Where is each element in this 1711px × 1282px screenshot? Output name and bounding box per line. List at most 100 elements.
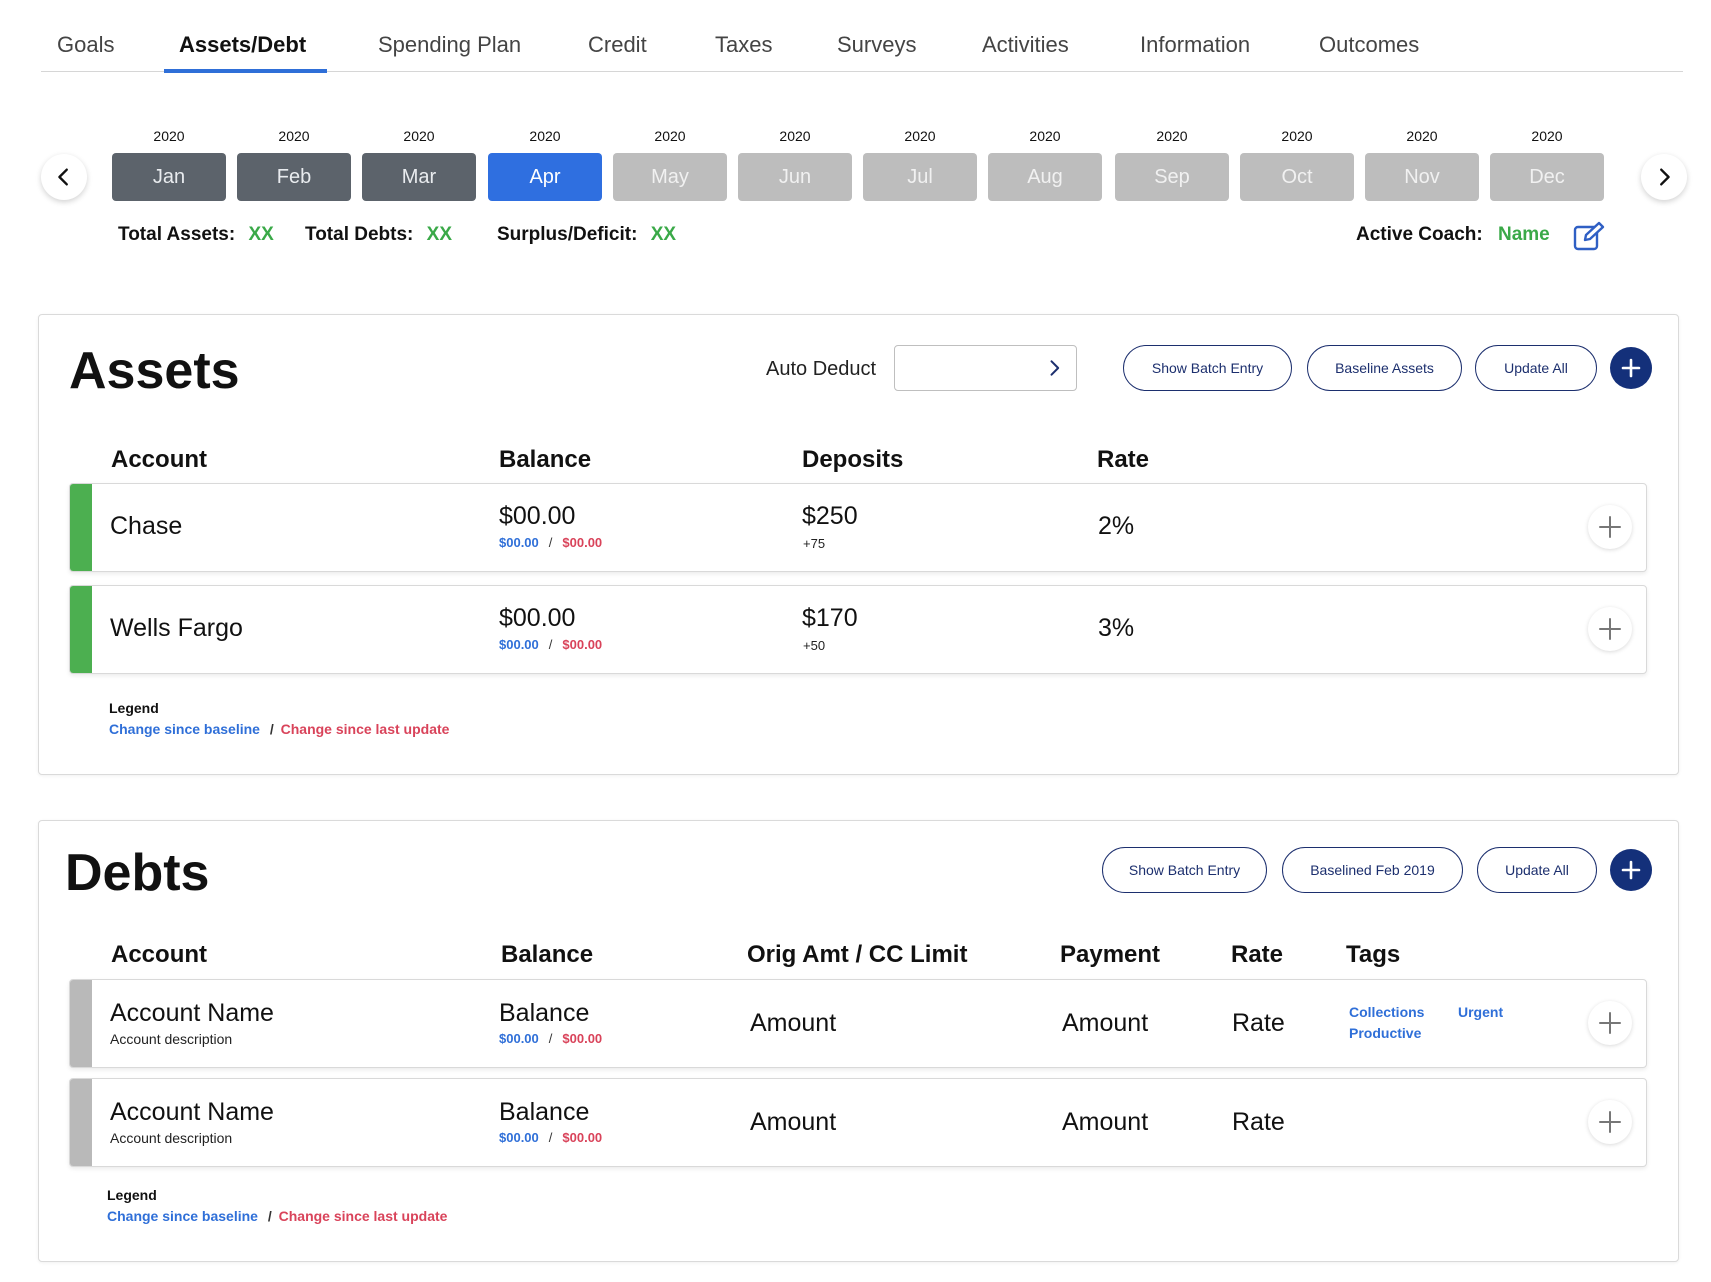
tag-collections[interactable]: Collections bbox=[1349, 1004, 1425, 1020]
show-batch-entry-button[interactable]: Show Batch Entry bbox=[1102, 847, 1267, 893]
month-button-jun[interactable]: Jun bbox=[738, 153, 852, 201]
debt-row[interactable]: Account Name Account description Balance… bbox=[69, 1078, 1647, 1167]
month-apr: 2020 Apr bbox=[488, 128, 602, 201]
month-oct: 2020 Oct bbox=[1240, 128, 1354, 201]
balance-value: Balance bbox=[499, 999, 590, 1027]
active-coach-name: Name bbox=[1497, 224, 1550, 245]
month-button-may[interactable]: May bbox=[613, 153, 727, 201]
month-sep: 2020 Sep bbox=[1115, 128, 1229, 201]
add-asset-button[interactable] bbox=[1610, 347, 1652, 389]
active-tab-indicator bbox=[164, 69, 327, 73]
legend-title: Legend bbox=[107, 1187, 157, 1203]
change-since-baseline: $00.00 bbox=[499, 1130, 539, 1145]
column-header-orig-amount: Orig Amt / CC Limit bbox=[747, 941, 968, 968]
expand-row-button[interactable] bbox=[1588, 607, 1632, 651]
active-coach-label: Active Coach: bbox=[1356, 224, 1483, 245]
total-assets-label: Total Assets: bbox=[118, 224, 236, 245]
row-status-bar bbox=[70, 586, 92, 673]
tab-surveys[interactable]: Surveys bbox=[837, 32, 917, 57]
tag-productive[interactable]: Productive bbox=[1349, 1025, 1422, 1041]
tab-taxes[interactable]: Taxes bbox=[715, 32, 773, 57]
account-name: Chase bbox=[110, 512, 183, 540]
change-since-baseline: $00.00 bbox=[499, 637, 539, 652]
debts-title: Debts bbox=[65, 844, 210, 902]
month-year-label: 2020 bbox=[278, 128, 310, 144]
month-button-jan[interactable]: Jan bbox=[112, 153, 226, 201]
baselined-date-button[interactable]: Baselined Feb 2019 bbox=[1282, 847, 1463, 893]
deposits-value: $170 bbox=[802, 604, 858, 632]
month-year-label: 2020 bbox=[403, 128, 435, 144]
month-feb: 2020 Feb bbox=[237, 128, 351, 201]
month-button-dec[interactable]: Dec bbox=[1490, 153, 1604, 201]
legend: Change since baseline / Change since las… bbox=[107, 1208, 447, 1224]
asset-row[interactable]: Chase $00.00 $00.00 / $00.00 $250 +75 2% bbox=[69, 483, 1647, 572]
change-separator: / bbox=[548, 1130, 553, 1145]
chevron-right-icon bbox=[1660, 168, 1670, 186]
balance-changes: $00.00 / $00.00 bbox=[499, 1031, 602, 1046]
month-year-label: 2020 bbox=[1531, 128, 1563, 144]
tab-goals[interactable]: Goals bbox=[57, 32, 115, 57]
change-since-last-update: $00.00 bbox=[562, 637, 603, 652]
orig-amount-value: Amount bbox=[750, 1009, 837, 1037]
tab-information[interactable]: Information bbox=[1140, 32, 1251, 57]
rate-value: Rate bbox=[1232, 1009, 1285, 1037]
balance-value: Balance bbox=[499, 1098, 590, 1126]
asset-row[interactable]: Wells Fargo $00.00 $00.00 / $00.00 $170 +5… bbox=[69, 585, 1647, 674]
debts-panel: Debts Show Batch Entry Baselined Feb 201… bbox=[38, 820, 1679, 1262]
month-may: 2020 May bbox=[613, 128, 727, 201]
month-button-sep[interactable]: Sep bbox=[1115, 153, 1229, 201]
column-header-rate: Rate bbox=[1097, 446, 1150, 473]
change-separator: / bbox=[548, 535, 553, 550]
account-name: Account Name bbox=[110, 1098, 274, 1126]
expand-row-button[interactable] bbox=[1588, 1100, 1632, 1144]
month-button-jul[interactable]: Jul bbox=[863, 153, 977, 201]
account-description: Account description bbox=[110, 1031, 233, 1047]
month-year-label: 2020 bbox=[1156, 128, 1188, 144]
plus-icon bbox=[1621, 860, 1641, 880]
top-tab-bar: Goals Assets/Debt Spending Plan Credit T… bbox=[41, 20, 1683, 73]
total-assets-summary: Total Assets: XX bbox=[118, 224, 274, 246]
month-button-feb[interactable]: Feb bbox=[237, 153, 351, 201]
total-debts-summary: Total Debts: XX bbox=[305, 224, 452, 246]
edit-coach-icon[interactable] bbox=[1573, 221, 1605, 251]
expand-row-button[interactable] bbox=[1588, 505, 1632, 549]
tab-activities[interactable]: Activities bbox=[982, 32, 1069, 57]
account-name: Wells Fargo bbox=[110, 614, 243, 642]
month-button-mar[interactable]: Mar bbox=[362, 153, 476, 201]
row-status-bar bbox=[70, 980, 92, 1067]
month-button-apr[interactable]: Apr bbox=[488, 153, 602, 201]
change-separator: / bbox=[548, 1031, 553, 1046]
assets-panel: Assets Auto Deduct Show Batch Entry Base… bbox=[38, 314, 1679, 775]
legend-last-update: Change since last update bbox=[278, 1208, 448, 1224]
baseline-assets-button[interactable]: Baseline Assets bbox=[1307, 345, 1462, 391]
tab-credit[interactable]: Credit bbox=[588, 32, 647, 57]
add-debt-button[interactable] bbox=[1610, 849, 1652, 891]
orig-amount-value: Amount bbox=[750, 1108, 837, 1136]
month-button-oct[interactable]: Oct bbox=[1240, 153, 1354, 201]
row-status-bar bbox=[70, 484, 92, 571]
month-year-label: 2020 bbox=[529, 128, 561, 144]
tab-spending-plan[interactable]: Spending Plan bbox=[378, 32, 522, 57]
column-header-rate: Rate bbox=[1231, 941, 1284, 968]
debt-row[interactable]: Account Name Account description Balance… bbox=[69, 979, 1647, 1068]
legend: Change since baseline / Change since las… bbox=[109, 721, 449, 737]
deposits-change: +50 bbox=[803, 638, 826, 653]
month-button-aug[interactable]: Aug bbox=[988, 153, 1102, 201]
update-all-button[interactable]: Update All bbox=[1475, 345, 1597, 391]
previous-year-button[interactable] bbox=[41, 154, 87, 200]
tab-assets-debt[interactable]: Assets/Debt bbox=[179, 32, 307, 57]
column-header-account: Account bbox=[111, 446, 207, 473]
column-header-tags: Tags bbox=[1346, 941, 1401, 968]
next-year-button[interactable] bbox=[1641, 154, 1687, 200]
total-debts-value: XX bbox=[426, 224, 453, 245]
tab-outcomes[interactable]: Outcomes bbox=[1319, 32, 1420, 57]
change-separator: / bbox=[548, 637, 553, 652]
auto-deduct-select[interactable] bbox=[894, 345, 1077, 391]
column-header-balance: Balance bbox=[499, 446, 592, 473]
expand-row-button[interactable] bbox=[1588, 1001, 1632, 1045]
month-button-nov[interactable]: Nov bbox=[1365, 153, 1479, 201]
update-all-button[interactable]: Update All bbox=[1477, 847, 1597, 893]
tag-urgent[interactable]: Urgent bbox=[1458, 1004, 1504, 1020]
show-batch-entry-button[interactable]: Show Batch Entry bbox=[1123, 345, 1292, 391]
month-mar: 2020 Mar bbox=[362, 128, 476, 201]
